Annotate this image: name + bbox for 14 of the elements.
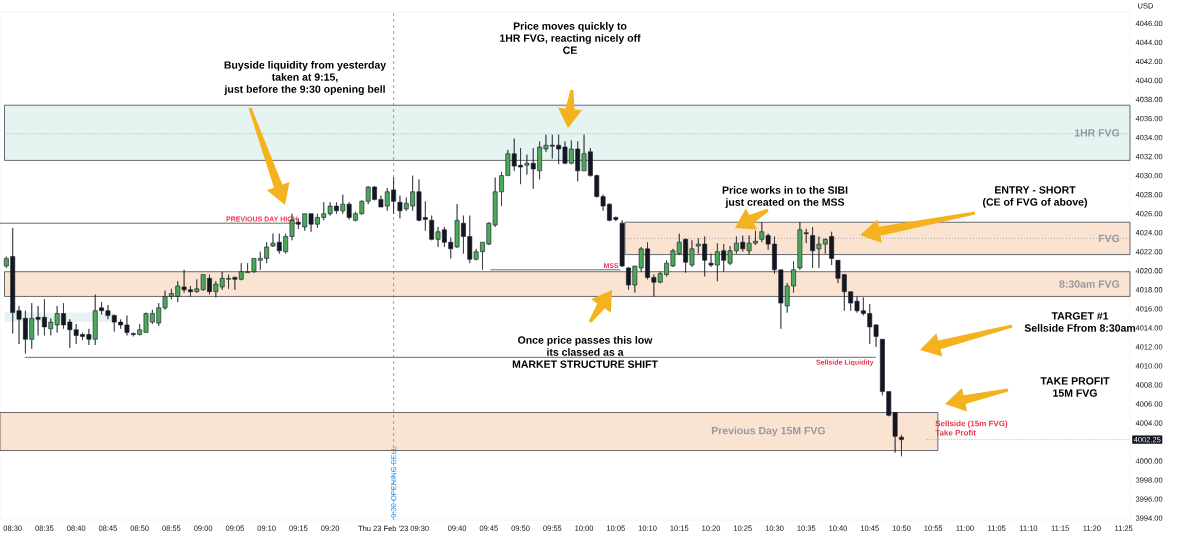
band-label: FVG (1098, 234, 1120, 243)
band-label: 8:30am FVG (1059, 280, 1120, 288)
annotation: ENTRY - SHORT (CE of FVG of above) (983, 186, 1087, 208)
annotation: Price works in to the SIBI just created on the MSS (722, 186, 848, 208)
candlestick (899, 434, 904, 457)
candlestick (619, 220, 625, 268)
annotation: TARGET #1 Sellside Ffrom 8:30am (1024, 312, 1136, 332)
band-label: 1HR FVG (1074, 129, 1120, 137)
annotation: Price moves quickly to 1HR FVG, reacting nicely off CE (500, 22, 641, 54)
annotation: Once price passes this low its classed as a MARKET STRUCTURE SHIFT (512, 336, 658, 368)
annotation: Buyside liquidity from yesterday taken at 9:15, just before the 9:30 opening bell (224, 61, 387, 95)
annotation: Sellside (15m FVG) Take Profit (935, 420, 1008, 436)
band-label: Previous Day 15M FVG (711, 426, 825, 437)
annotation: TAKE PROFIT 15M FVG (1040, 377, 1110, 397)
